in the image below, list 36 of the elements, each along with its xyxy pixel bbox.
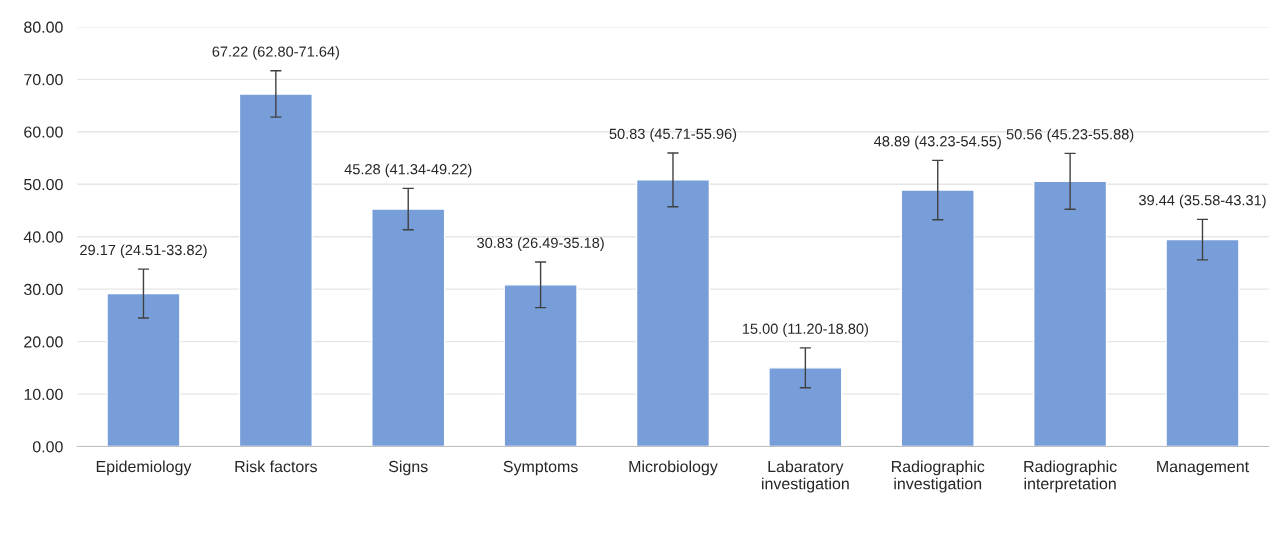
- x-tick-label: Signs: [388, 460, 428, 476]
- x-tick-label: Risk factors: [235, 460, 317, 473]
- x-tick-label: Management: [1157, 461, 1249, 476]
- x-tick-label: Microbiology: [629, 460, 718, 476]
- y-tick-label: 80.00: [24, 21, 63, 33]
- data-label: 50.56 (45.23-55.88): [1006, 128, 1134, 143]
- y-tick-label: 10.00: [24, 388, 63, 401]
- data-label: 29.17 (24.51-33.82): [80, 244, 207, 259]
- y-tick-label: 30.00: [24, 283, 63, 296]
- x-tick-label: Labaratory investigation: [762, 460, 849, 493]
- y-tick-label: 40.00: [23, 231, 63, 243]
- data-label: 39.44 (35.58-43.31): [1139, 194, 1266, 209]
- bar: [635, 179, 711, 447]
- data-label: 15.00 (11.20-18.80): [742, 323, 868, 337]
- x-tick-label: Epidemiology: [96, 460, 192, 476]
- data-label: 50.83 (45.71-55.96): [609, 128, 737, 142]
- bar: [1033, 180, 1108, 447]
- data-label: 30.83 (26.49-35.18): [477, 237, 604, 251]
- x-tick-label: Radiographic interpretation: [1024, 460, 1117, 493]
- bar: [371, 208, 446, 447]
- y-tick-label: 70.00: [24, 73, 63, 86]
- bar: [238, 93, 313, 447]
- y-tick-label: 0.00: [32, 441, 63, 453]
- data-label: 45.28 (41.34-49.22): [344, 163, 472, 178]
- x-tick-label: Radiographic investigation: [891, 460, 985, 493]
- y-tick-label: 60.00: [24, 126, 63, 138]
- bar: [106, 292, 181, 447]
- bar: [1165, 238, 1240, 447]
- bar: [900, 189, 975, 447]
- bar: [768, 367, 843, 447]
- y-tick-label: 50.00: [24, 178, 63, 191]
- y-tick-label: 20.00: [24, 336, 63, 348]
- x-tick-label: Symptoms: [503, 460, 578, 476]
- data-label: 67.22 (62.80-71.64): [212, 46, 339, 60]
- bar: [503, 284, 578, 447]
- data-label: 48.89 (43.23-54.55): [874, 135, 1001, 150]
